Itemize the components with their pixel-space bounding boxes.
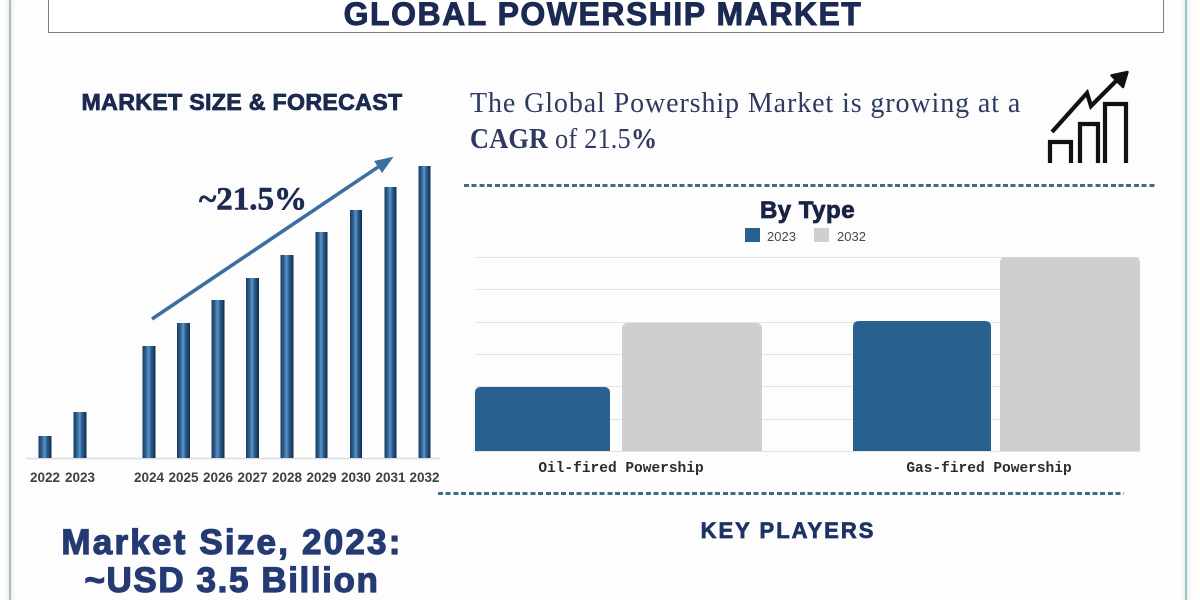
svg-text:2027: 2027 (237, 470, 267, 485)
svg-text:2026: 2026 (203, 470, 234, 485)
svg-text:2022: 2022 (30, 470, 60, 485)
svg-text:2024: 2024 (134, 470, 165, 485)
svg-text:2025: 2025 (168, 470, 199, 485)
svg-text:2030: 2030 (341, 470, 371, 485)
svg-text:2032: 2032 (409, 470, 439, 485)
svg-text:2023: 2023 (65, 470, 96, 485)
svg-text:2031: 2031 (375, 470, 406, 485)
svg-text:2029: 2029 (306, 470, 336, 485)
svg-text:2028: 2028 (272, 470, 303, 485)
svg-text:~21.5%: ~21.5% (199, 182, 307, 218)
